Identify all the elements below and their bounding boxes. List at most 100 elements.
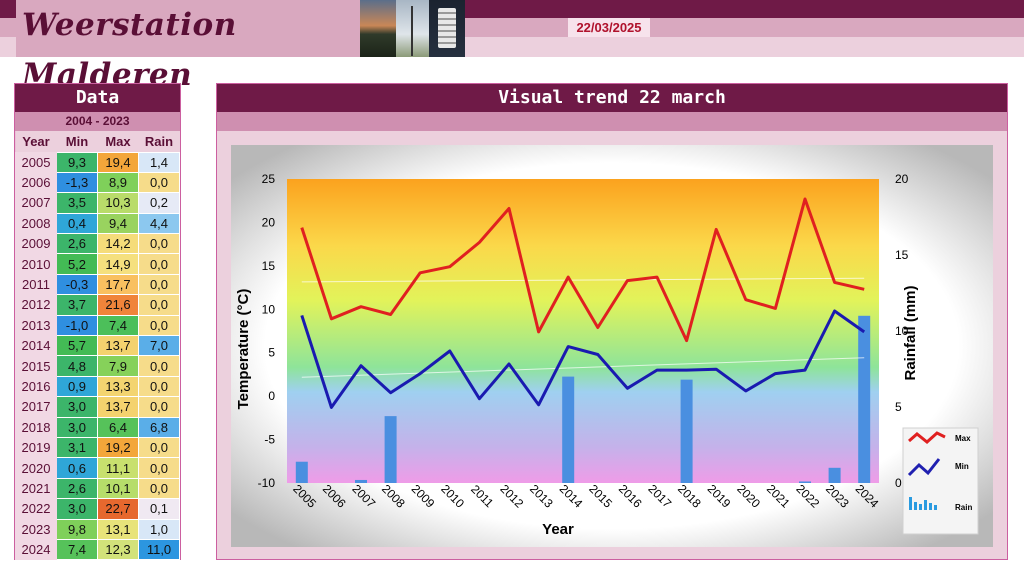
cell-rain: 0,0 bbox=[138, 375, 180, 398]
cell-rain: 7,0 bbox=[138, 335, 180, 357]
cell-rain: 4,4 bbox=[138, 212, 180, 235]
cell-min: -1,3 bbox=[56, 171, 98, 194]
trend-line-min bbox=[301, 357, 865, 378]
table-row: 2018 3,0 6,4 6,8 bbox=[15, 416, 180, 438]
cell-max: 21,6 bbox=[97, 294, 139, 316]
table-row: 2005 9,3 19,4 1,4 bbox=[15, 151, 180, 173]
series-lines bbox=[300, 197, 866, 409]
cell-rain: 0,2 bbox=[138, 192, 180, 214]
cell-rain: 1,0 bbox=[138, 518, 180, 540]
table-row: 2022 3,0 22,7 0,1 bbox=[15, 498, 180, 520]
data-table-header: Year Min Max Rain bbox=[15, 131, 180, 152]
cell-year: 2009 bbox=[15, 233, 57, 255]
y-axis-label: Temperature (°C) bbox=[235, 289, 252, 410]
cell-year: 2005 bbox=[15, 151, 57, 173]
cell-min: 5,2 bbox=[56, 253, 98, 275]
series-line-min bbox=[300, 309, 866, 409]
y2-tick-label: 15 bbox=[895, 248, 909, 262]
cell-min: -0,3 bbox=[56, 273, 98, 296]
current-date: 22/03/2025 bbox=[568, 18, 650, 37]
cell-min: 2,6 bbox=[56, 233, 98, 255]
cell-year: 2021 bbox=[15, 477, 57, 500]
y-tick-label: 0 bbox=[268, 389, 275, 403]
cell-max: 13,1 bbox=[97, 518, 139, 540]
cell-year: 2015 bbox=[15, 355, 57, 377]
y-tick-label: 5 bbox=[268, 346, 275, 360]
legend-rain-label: Rain bbox=[955, 503, 972, 512]
legend-min-label: Min bbox=[955, 462, 969, 471]
site-title: Weerstation Malderen bbox=[16, 0, 360, 93]
rain-bar bbox=[355, 479, 367, 483]
plot-area bbox=[287, 179, 879, 483]
cell-rain: 0,0 bbox=[138, 273, 180, 296]
table-row: 2006 -1,3 8,9 0,0 bbox=[15, 171, 180, 194]
table-row: 2009 2,6 14,2 0,0 bbox=[15, 233, 180, 255]
y-axis-ticks: -10 -5 0 5 10 15 20 25 bbox=[258, 172, 276, 490]
legend-max-swatch bbox=[908, 431, 946, 444]
rain-bar bbox=[828, 467, 841, 483]
table-row: 2012 3,7 21,6 0,0 bbox=[15, 294, 180, 316]
cell-year: 2023 bbox=[15, 518, 57, 540]
column-header-rain: Rain bbox=[138, 131, 180, 152]
cell-min: 3,0 bbox=[56, 416, 98, 438]
table-row: 2024 7,4 12,3 11,0 bbox=[15, 538, 180, 561]
cell-year: 2013 bbox=[15, 314, 57, 337]
cell-min: 9,8 bbox=[56, 518, 98, 540]
y2-tick-label: 20 bbox=[895, 172, 909, 186]
cell-year: 2018 bbox=[15, 416, 57, 438]
rain-bar bbox=[562, 376, 575, 483]
cell-min: 9,3 bbox=[56, 151, 98, 173]
table-row: 2016 0,9 13,3 0,0 bbox=[15, 375, 180, 398]
legend-min-swatch bbox=[907, 458, 941, 477]
table-row: 2013 -1,0 7,4 0,0 bbox=[15, 314, 180, 337]
cell-min: 0,4 bbox=[56, 212, 98, 235]
y2-axis-label: Rainfall (mm) bbox=[902, 285, 919, 380]
cell-min: 0,6 bbox=[56, 457, 98, 479]
cell-year: 2014 bbox=[15, 335, 57, 357]
cell-rain: 0,1 bbox=[138, 498, 180, 520]
cell-year: 2008 bbox=[15, 212, 57, 235]
table-row: 2021 2,6 10,1 0,0 bbox=[15, 477, 180, 500]
legend-box bbox=[902, 427, 979, 535]
cell-year: 2024 bbox=[15, 538, 57, 561]
table-row: 2010 5,2 14,9 0,0 bbox=[15, 253, 180, 275]
data-table-body: 2005 9,3 19,4 1,4 2006 -1,3 8,9 0,0 2007 3,5 10,3 0… bbox=[15, 151, 180, 561]
table-row: 2011 -0,3 17,7 0,0 bbox=[15, 273, 180, 296]
weather-station-photo bbox=[429, 0, 465, 57]
trend-lines bbox=[301, 277, 865, 378]
y2-axis-ticks: 0 5 10 15 20 bbox=[895, 172, 909, 490]
cell-min: -1,0 bbox=[56, 314, 98, 337]
table-row: 2015 4,8 7,9 0,0 bbox=[15, 355, 180, 377]
cell-min: 7,4 bbox=[56, 538, 98, 561]
rain-bar bbox=[295, 461, 308, 483]
cell-max: 12,3 bbox=[97, 538, 139, 561]
cell-max: 6,4 bbox=[97, 416, 139, 438]
data-table: Year Min Max Rain 2005 9,3 19,4 1,4 2006 -1,3… bbox=[15, 131, 180, 561]
cell-max: 19,2 bbox=[97, 436, 139, 459]
legend-rain-swatch bbox=[909, 497, 937, 510]
y2-tick-label: 10 bbox=[895, 324, 909, 338]
cell-rain: 1,4 bbox=[138, 151, 180, 173]
rain-bar bbox=[680, 379, 693, 483]
header-photos bbox=[360, 0, 465, 57]
cell-max: 7,9 bbox=[97, 355, 139, 377]
table-row: 2017 3,0 13,7 0,0 bbox=[15, 396, 180, 418]
cell-max: 8,9 bbox=[97, 171, 139, 194]
y-tick-label: 15 bbox=[262, 259, 276, 273]
series-line-max bbox=[300, 197, 865, 343]
cell-min: 3,1 bbox=[56, 436, 98, 459]
cell-rain: 0,0 bbox=[138, 314, 180, 337]
cell-min: 3,7 bbox=[56, 294, 98, 316]
x-axis-label: Year bbox=[542, 521, 574, 538]
rain-bar bbox=[384, 416, 397, 483]
cell-max: 22,7 bbox=[97, 498, 139, 520]
cell-max: 17,7 bbox=[97, 273, 139, 296]
cell-year: 2020 bbox=[15, 457, 57, 479]
y-tick-label: 20 bbox=[262, 215, 276, 229]
cell-rain: 0,0 bbox=[138, 436, 180, 459]
cell-rain: 0,0 bbox=[138, 396, 180, 418]
cell-min: 3,0 bbox=[56, 498, 98, 520]
table-row: 2020 0,6 11,1 0,0 bbox=[15, 457, 180, 479]
column-header-max: Max bbox=[97, 131, 139, 152]
